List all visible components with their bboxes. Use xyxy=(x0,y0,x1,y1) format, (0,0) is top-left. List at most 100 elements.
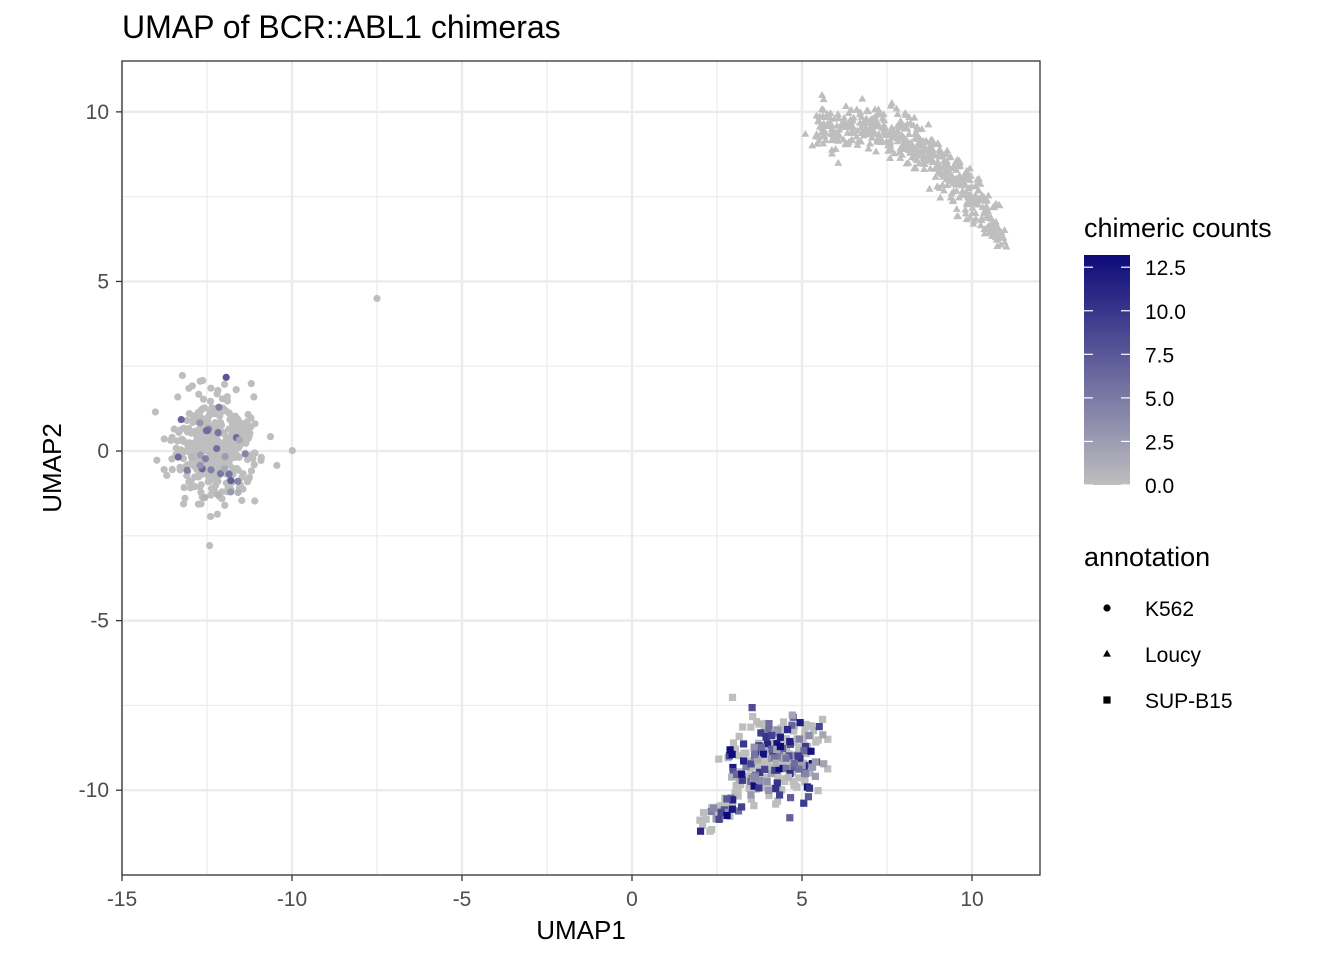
x-tick-label: -5 xyxy=(453,888,472,911)
data-point xyxy=(804,793,813,801)
data-point xyxy=(742,763,750,771)
data-point xyxy=(880,125,889,133)
data-point xyxy=(908,143,917,151)
data-points xyxy=(151,91,1011,835)
data-point xyxy=(917,147,926,154)
data-point xyxy=(964,192,973,200)
data-point xyxy=(235,453,243,461)
data-point xyxy=(911,133,920,141)
data-point xyxy=(897,131,906,138)
data-point xyxy=(894,122,903,130)
data-point xyxy=(958,181,967,189)
data-point xyxy=(991,217,1000,225)
data-point xyxy=(982,196,991,204)
data-point xyxy=(931,173,940,180)
data-point xyxy=(820,760,828,768)
data-point xyxy=(1002,242,1011,250)
data-point xyxy=(213,510,221,518)
data-point xyxy=(196,377,204,385)
data-point xyxy=(795,735,803,743)
data-point xyxy=(804,761,813,769)
data-point xyxy=(744,772,753,780)
data-point xyxy=(180,483,188,492)
data-point xyxy=(786,737,794,746)
data-point xyxy=(915,159,924,167)
data-point xyxy=(800,747,808,755)
data-point xyxy=(233,424,242,433)
data-point xyxy=(773,745,781,754)
data-point xyxy=(207,471,216,479)
data-point xyxy=(702,815,710,823)
data-point xyxy=(188,440,197,448)
data-point xyxy=(763,777,771,786)
colorbar-tick-label: 10.0 xyxy=(1145,301,1186,324)
data-point xyxy=(805,731,813,740)
data-point xyxy=(233,465,241,473)
data-point xyxy=(257,453,265,462)
data-point xyxy=(696,816,704,824)
data-point xyxy=(864,144,873,152)
data-point xyxy=(747,791,755,799)
data-point xyxy=(186,484,195,492)
data-point xyxy=(184,460,192,469)
data-point xyxy=(783,759,791,767)
data-point xyxy=(794,752,802,760)
data-point xyxy=(857,123,866,131)
data-point xyxy=(199,405,207,413)
data-point xyxy=(789,727,798,735)
data-point xyxy=(928,135,937,143)
data-point xyxy=(243,418,251,426)
data-point xyxy=(232,386,240,394)
data-point xyxy=(844,108,853,116)
data-point xyxy=(207,466,215,474)
data-point xyxy=(742,749,750,757)
data-point xyxy=(222,373,230,381)
data-point xyxy=(781,737,789,746)
data-point xyxy=(801,770,809,778)
data-point xyxy=(952,205,961,212)
data-point xyxy=(177,415,185,424)
data-point xyxy=(696,827,705,835)
data-point xyxy=(942,150,951,158)
data-point xyxy=(757,743,765,751)
data-point xyxy=(863,119,872,126)
data-point xyxy=(717,808,725,816)
data-point xyxy=(765,720,773,728)
data-point xyxy=(739,757,748,765)
data-point xyxy=(725,800,733,808)
data-point xyxy=(207,384,215,392)
data-point xyxy=(913,140,922,147)
data-point xyxy=(808,763,817,771)
data-point xyxy=(925,153,934,161)
data-point xyxy=(954,212,963,220)
data-point xyxy=(819,121,828,129)
data-point xyxy=(172,444,180,452)
data-point xyxy=(847,136,856,143)
data-point xyxy=(225,425,233,433)
data-point xyxy=(901,108,910,116)
data-point xyxy=(962,166,971,174)
data-point xyxy=(968,195,977,203)
data-point xyxy=(735,752,743,760)
data-point xyxy=(770,754,779,762)
data-point xyxy=(906,119,915,126)
data-point xyxy=(769,749,777,757)
data-point xyxy=(799,735,807,744)
data-point xyxy=(887,101,895,109)
data-point xyxy=(251,497,259,505)
data-point xyxy=(715,755,723,763)
data-point xyxy=(738,770,746,778)
data-point xyxy=(201,455,210,463)
colorbar-tick-label: 2.5 xyxy=(1145,431,1174,454)
data-point xyxy=(888,128,897,136)
data-point xyxy=(913,122,922,130)
data-point xyxy=(996,240,1005,248)
data-point xyxy=(765,791,773,800)
data-point xyxy=(731,789,739,797)
data-point xyxy=(225,409,233,418)
data-point xyxy=(895,148,904,156)
data-point xyxy=(197,429,205,438)
data-point xyxy=(757,729,765,737)
data-point xyxy=(755,720,763,728)
